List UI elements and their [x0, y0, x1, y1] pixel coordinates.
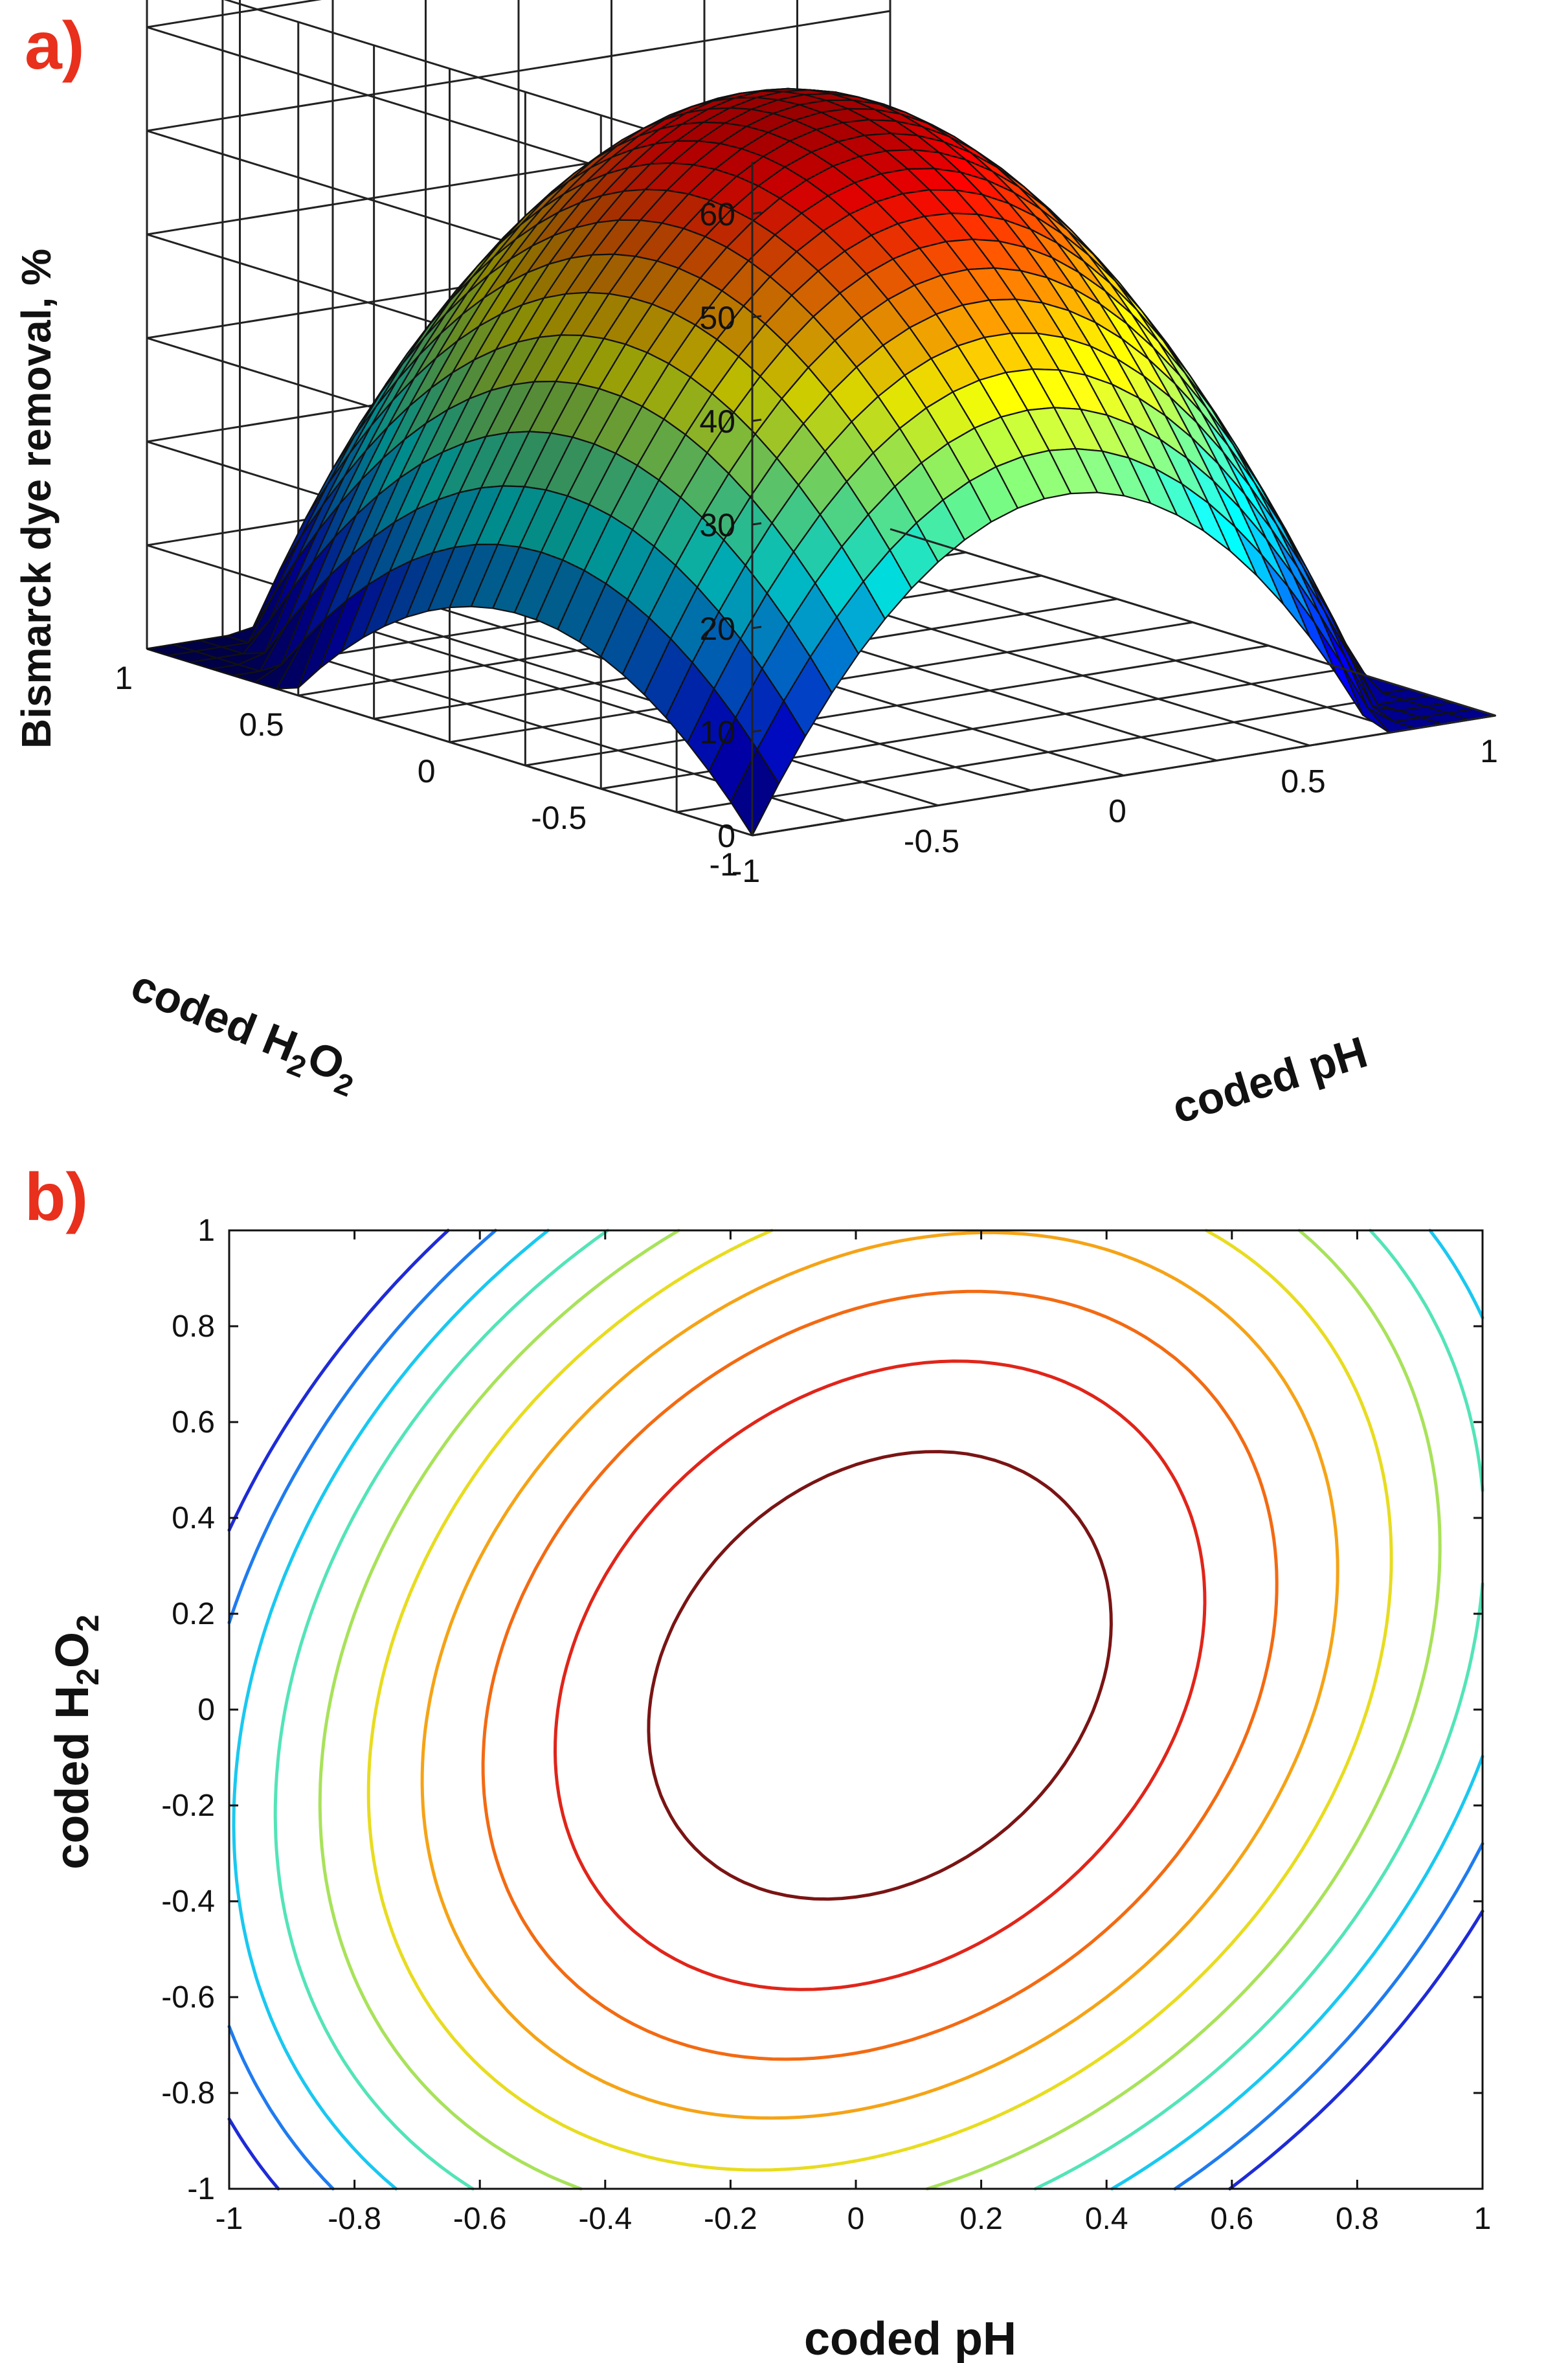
- contour-y-tick-label: 0.2: [172, 1597, 215, 1631]
- contour-x-tick-label: 0.2: [959, 2202, 1003, 2236]
- surface-plot-axes: 0 10 20 30 40 50 60 -1 -0.5 0 0.5 1 -1 -0.5 0 0.5 1: [115, 162, 1498, 889]
- contour-line-45: [554, 1359, 1207, 1991]
- contour-plot-axes: -1 -0.8 -0.6 -0.4 -0.2 0 0.2 0.4 0.6 0.8 1 -1 -0.8 -0…: [161, 1214, 1491, 2236]
- h2o2-axis-line: [890, 528, 1496, 717]
- contour-x-tick-label: -0.8: [328, 2202, 381, 2236]
- contour-x-tick-label: -0.2: [704, 2202, 757, 2236]
- contour-y-tick-label: 1: [197, 1214, 215, 1248]
- contour-line-5: [227, 1228, 1484, 2191]
- contour-y-tick-label: -1: [187, 2172, 215, 2206]
- ph-axis-line: [752, 714, 1496, 837]
- z-tick-label: 0: [717, 818, 735, 854]
- contour-lines: [227, 1228, 1484, 2191]
- surface-patch: [730, 749, 780, 837]
- x-axis-label: coded pH: [1167, 1027, 1372, 1133]
- side-wall-grid-line: [146, 10, 891, 132]
- contour-y-axis-label-mid: O: [47, 1632, 98, 1668]
- contour-y-tick-label: 0.6: [172, 1405, 215, 1440]
- contour-x-tick-label: 0.8: [1336, 2202, 1379, 2236]
- h2o2-tick-label: 1: [115, 660, 133, 696]
- contour-y-axis-label-main: coded H: [47, 1686, 98, 1870]
- contour-y-tick-label: 0.8: [172, 1309, 215, 1344]
- ph-tick-label: -0.5: [904, 823, 959, 859]
- z-tick-mark: [752, 418, 762, 422]
- ph-tick-label: 1: [1480, 733, 1498, 769]
- z-axis-label: Bismarck dye removal, %: [13, 249, 60, 749]
- contour-x-axis-label: coded pH: [804, 2313, 1016, 2363]
- h2o2-tick-label: -0.5: [531, 800, 587, 836]
- z-tick-mark: [752, 211, 762, 215]
- contour-y-axis-label-sub1: 2: [71, 1668, 106, 1686]
- contour-x-tick-label: -1: [216, 2202, 243, 2236]
- contour-y-tick-label: -0.4: [161, 1884, 215, 1919]
- z-tick-label: 30: [699, 507, 735, 543]
- panel-b-label: b): [25, 1160, 89, 1235]
- surface-plot: 0 10 20 30 40 50 60 -1 -0.5 0 0.5 1 -1 -0.5 0 0.5 1 Bism…: [13, 0, 1498, 1133]
- z-tick-label: 20: [699, 611, 735, 647]
- contour-y-tick-label: -0.2: [161, 1789, 215, 1823]
- contour-line-30: [366, 1228, 1393, 2172]
- contour-x-tick-label: 1: [1474, 2202, 1492, 2236]
- y-axis-label: coded H2O2: [122, 960, 366, 1103]
- h2o2-tick-label: 0: [418, 753, 436, 789]
- contour-x-tick-label: 0: [847, 2202, 865, 2236]
- contour-y-tick-label: -0.6: [161, 1980, 215, 2015]
- z-tick-label: 50: [699, 300, 735, 336]
- z-tick-label: 10: [699, 714, 735, 751]
- contour-plot: -1 -0.8 -0.6 -0.4 -0.2 0 0.2 0.4 0.6 0.8 1 -1 -0.8 -0…: [47, 1214, 1491, 2363]
- h2o2-tick-label: 0.5: [239, 707, 284, 743]
- contour-y-tick-label: 0: [197, 1693, 215, 1727]
- z-tick-mark: [752, 626, 762, 629]
- y-axis-label-main: coded H: [124, 960, 304, 1071]
- z-tick-label: 60: [699, 196, 735, 232]
- contour-line-35: [420, 1230, 1339, 2120]
- panel-a-label: a): [25, 8, 85, 84]
- z-tick-mark: [752, 522, 762, 526]
- contour-x-tick-label: -0.6: [453, 2202, 507, 2236]
- side-wall-grid-line: [146, 0, 322, 28]
- z-tick-label: 40: [699, 403, 735, 440]
- ph-tick-label: 0.5: [1281, 763, 1326, 799]
- contour-y-axis-label-sub2: 2: [71, 1614, 106, 1632]
- contour-line-20: [273, 1228, 1484, 2191]
- contour-y-axis-label: coded H2O2: [47, 1614, 106, 1869]
- contour-line-10: [227, 1228, 1484, 2191]
- ph-tick-label: 0: [1108, 793, 1126, 830]
- contour-x-tick-label: 0.4: [1085, 2202, 1128, 2236]
- h2o2-tick-label: -1: [710, 846, 738, 883]
- z-tick-mark: [752, 315, 762, 319]
- contour-x-tick-label: 0.6: [1210, 2202, 1253, 2236]
- contour-y-tick-label: -0.8: [161, 2076, 215, 2110]
- contour-y-tick-label: 0.4: [172, 1501, 215, 1535]
- contour-line-40: [481, 1289, 1279, 2061]
- contour-line-15: [232, 1228, 1484, 2191]
- ph-tick-label: -1: [732, 853, 760, 889]
- contour-line-50: [647, 1450, 1113, 1901]
- z-tick-mark: [752, 729, 762, 733]
- contour-x-tick-label: -0.4: [578, 2202, 632, 2236]
- surface-mesh: [146, 87, 1497, 837]
